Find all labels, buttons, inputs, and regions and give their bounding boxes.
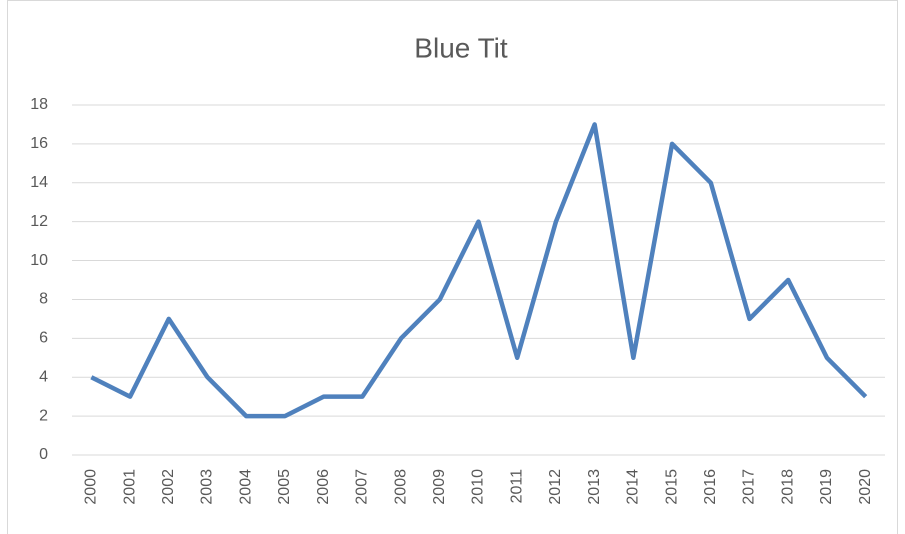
x-tick-label: 2017	[741, 469, 758, 505]
x-tick-label: 2015	[663, 469, 680, 505]
x-tick-label: 2003	[199, 469, 216, 505]
x-tick-label: 2009	[431, 469, 448, 505]
y-tick-label: 0	[39, 446, 48, 463]
x-tick-label: 2001	[121, 469, 138, 505]
x-tick-label: 2000	[83, 469, 100, 505]
x-tick-label: 2010	[470, 469, 487, 505]
x-tick-label: 2002	[160, 469, 177, 505]
x-tick-label: 2011	[508, 469, 525, 504]
x-tick-label: 2020	[857, 469, 874, 505]
chart-border	[7, 0, 898, 534]
chart-title: Blue Tit	[414, 32, 508, 63]
y-tick-label: 18	[30, 96, 48, 113]
y-tick-label: 6	[39, 330, 48, 347]
x-tick-label: 2005	[276, 469, 293, 505]
y-tick-label: 12	[30, 213, 48, 230]
y-tick-label: 14	[30, 174, 48, 191]
data-line	[90, 122, 868, 419]
x-tick-label: 2013	[586, 469, 603, 505]
x-tick-label: 2006	[315, 469, 332, 505]
x-tick-label: 2019	[818, 469, 835, 505]
x-tick-label: 2007	[354, 469, 371, 505]
y-tick-label: 8	[39, 291, 48, 308]
x-tick-label: 2016	[702, 469, 719, 505]
x-tick-label: 2018	[779, 469, 796, 505]
y-tick-label: 2	[39, 407, 48, 424]
x-tick-label: 2004	[237, 469, 254, 505]
x-tick-label: 2012	[547, 469, 564, 505]
y-tick-label: 4	[39, 368, 48, 385]
y-tick-label: 10	[30, 252, 48, 269]
y-tick-label: 16	[30, 135, 48, 152]
x-tick-label: 2008	[392, 469, 409, 505]
x-tick-label: 2014	[625, 469, 642, 505]
